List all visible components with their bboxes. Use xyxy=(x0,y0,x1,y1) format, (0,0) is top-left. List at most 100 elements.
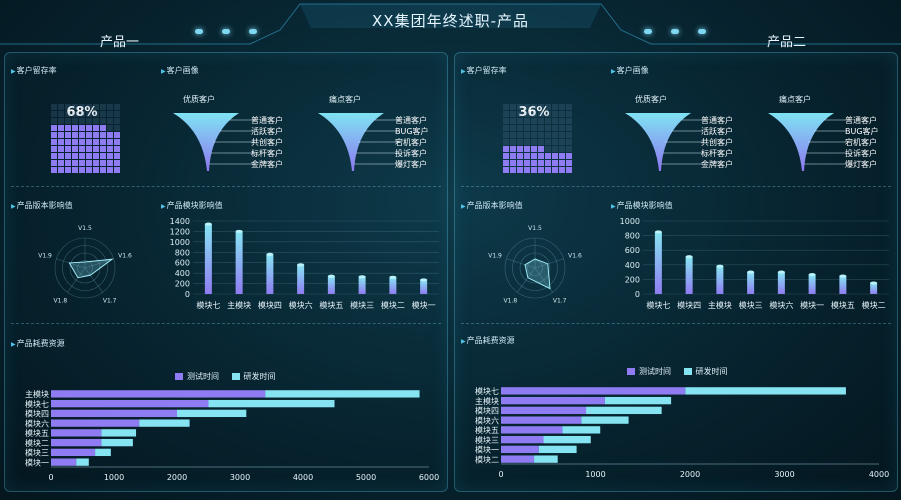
bar-cap xyxy=(777,270,785,274)
waffle-cell xyxy=(79,104,85,110)
x-tick-label: 主模块 xyxy=(227,300,251,310)
x-tick-label: 模块七 xyxy=(196,300,220,310)
radar-polygon xyxy=(68,258,114,279)
waffle-cell xyxy=(100,167,106,173)
funnel-label: 活跃客户 xyxy=(251,127,283,136)
waffle-cell xyxy=(100,132,106,138)
waffle-cell xyxy=(531,118,537,124)
bar-segment xyxy=(101,429,137,437)
funnel-label: 爆灯客户 xyxy=(845,160,877,169)
bar-cap xyxy=(839,274,847,278)
waffle-cell xyxy=(538,146,544,152)
funnel-label: 投诉客户 xyxy=(395,149,427,158)
waffle-cell xyxy=(538,111,544,117)
section-divider xyxy=(11,186,441,187)
waffle-cell xyxy=(538,139,544,145)
funnel-label: BUG客户 xyxy=(845,127,879,136)
waffle-cell xyxy=(72,125,78,131)
waffle-cell xyxy=(559,160,565,166)
waffle-cell xyxy=(524,146,530,152)
resource-legend: 测试时间 研发时间 xyxy=(627,366,738,377)
waffle-cell xyxy=(566,167,572,173)
radar-ring xyxy=(62,245,108,291)
waffle-cell xyxy=(107,160,113,166)
y-tick-label: 800 xyxy=(175,248,190,257)
waffle-cell xyxy=(65,111,71,117)
waffle-cell xyxy=(58,104,64,110)
y-tick-label: 模块一 xyxy=(475,445,499,455)
waffle-cell xyxy=(545,153,551,159)
bar-segment xyxy=(501,455,535,463)
waffle-cell xyxy=(93,146,99,152)
bar xyxy=(747,272,755,294)
bar-segment xyxy=(51,458,77,466)
product-two-panel: 客户留存率 客户画像 36% 优质客户 痛点客户 普通客户 活跃客户 共创客户 … xyxy=(454,52,898,492)
y-tick-label: 模块一 xyxy=(25,457,49,467)
y-tick-label: 模块四 xyxy=(475,406,499,416)
x-tick-label: 4000 xyxy=(869,470,889,479)
y-tick-label: 0 xyxy=(635,290,640,299)
waffle-cell xyxy=(107,132,113,138)
waffle-cell xyxy=(93,118,99,124)
funnel-quality xyxy=(625,113,703,171)
radar-spoke xyxy=(67,267,86,293)
waffle-cell xyxy=(552,125,558,131)
waffle-cell xyxy=(79,132,85,138)
x-tick-label: 模块三 xyxy=(350,300,374,310)
waffle-cell xyxy=(524,132,530,138)
x-tick-label: 3000 xyxy=(774,470,794,479)
waffle-cell xyxy=(531,111,537,117)
top-header: XX集团年终述职-产品 产品一 产品二 xyxy=(0,0,901,50)
waffle-cell xyxy=(552,111,558,117)
waffle-cell xyxy=(510,125,516,131)
bar xyxy=(839,276,847,294)
y-tick-label: 1400 xyxy=(170,217,190,226)
module-impact-title: 产品模块影响值 xyxy=(161,200,223,211)
version-radar-chart: V1.5 V1.6 V1.7 V1.8 V1.9 xyxy=(38,225,132,304)
bar xyxy=(327,276,335,294)
funnel-pain xyxy=(318,113,400,171)
bar-segment xyxy=(562,426,601,434)
bar-segment xyxy=(501,406,587,415)
y-tick-label: 400 xyxy=(175,269,190,278)
waffle-cell xyxy=(517,146,523,152)
y-tick-label: 200 xyxy=(625,275,640,284)
waffle-cell xyxy=(503,111,509,117)
waffle-cell xyxy=(552,153,558,159)
waffle-cell xyxy=(524,104,530,110)
waffle-cell xyxy=(65,146,71,152)
waffle-cell xyxy=(517,153,523,159)
waffle-cell xyxy=(65,125,71,131)
y-tick-label: 模块六 xyxy=(25,418,49,428)
x-tick-label: 2000 xyxy=(167,473,187,482)
radar-axis-label: V1.9 xyxy=(38,253,52,260)
waffle-cell xyxy=(503,132,509,138)
waffle-cell xyxy=(531,146,537,152)
radar-spoke xyxy=(534,258,564,269)
radar-polygon xyxy=(524,258,551,290)
panel-left-title: 产品一 xyxy=(100,35,140,50)
waffle-cell xyxy=(552,132,558,138)
waffle-cell xyxy=(58,118,64,124)
waffle-cell xyxy=(517,160,523,166)
radar-axis-label: V1.7 xyxy=(553,297,567,304)
waffle-cell xyxy=(531,153,537,159)
waffle-cell xyxy=(538,167,544,173)
waffle-cell xyxy=(517,167,523,173)
waffle-cell xyxy=(517,125,523,131)
waffle-cell xyxy=(559,153,565,159)
bar-segment xyxy=(76,458,89,466)
bar-segment xyxy=(265,390,420,398)
waffle-cell xyxy=(538,160,544,166)
bar xyxy=(777,272,785,294)
bar-cap xyxy=(654,230,662,234)
waffle-cell xyxy=(524,153,530,159)
header-light-dot xyxy=(671,29,679,34)
waffle-cell xyxy=(107,125,113,131)
y-tick-label: 400 xyxy=(625,261,640,270)
bar-segment xyxy=(543,435,591,444)
radar-ring xyxy=(54,237,116,299)
bar xyxy=(358,276,366,294)
waffle-cell xyxy=(51,146,57,152)
